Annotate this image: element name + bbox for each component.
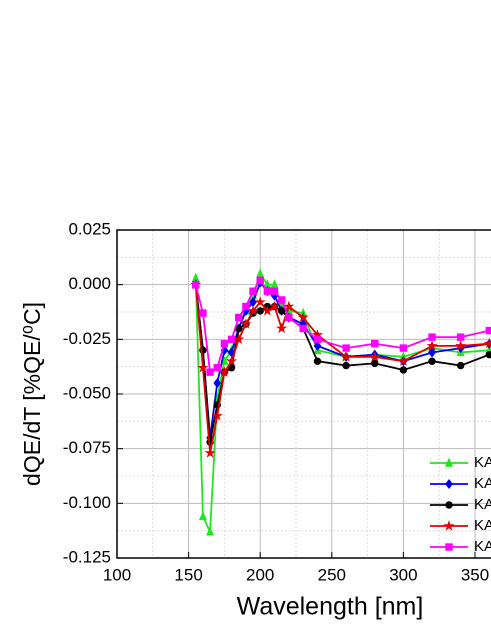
y-tick-label: 0.025 — [68, 219, 111, 238]
series-line — [194, 284, 490, 454]
data-point — [297, 311, 309, 323]
data-point — [206, 526, 215, 536]
legend-marker — [443, 520, 455, 531]
x-tick-label: 300 — [389, 565, 417, 584]
legend-marker — [445, 457, 453, 467]
data-point — [242, 302, 250, 311]
data-point — [276, 322, 288, 334]
legend-label: KA — [474, 538, 491, 555]
data-point — [277, 296, 286, 304]
legend-marker — [445, 478, 453, 490]
data-point — [283, 300, 295, 312]
data-point — [249, 287, 257, 295]
data-point — [233, 333, 245, 345]
data-point — [299, 324, 307, 333]
data-point — [455, 340, 467, 351]
data-point — [313, 340, 322, 351]
data-point — [192, 280, 200, 289]
data-point — [256, 307, 264, 315]
data-point — [270, 287, 279, 295]
legend-marker — [445, 501, 453, 509]
data-point — [263, 287, 272, 295]
legend-label: KA — [474, 496, 491, 513]
legend-label: KA — [474, 517, 491, 534]
data-point — [198, 510, 207, 521]
data-point — [313, 357, 322, 365]
y-tick-label: -0.050 — [63, 383, 111, 402]
data-point — [213, 378, 222, 389]
data-point — [485, 350, 491, 359]
data-point — [456, 333, 465, 341]
legend-label: KA — [474, 475, 491, 492]
data-point — [204, 447, 216, 458]
data-point — [428, 347, 436, 358]
series-line — [194, 271, 490, 533]
data-point — [218, 366, 230, 377]
x-tick-label: 250 — [318, 565, 346, 584]
data-point — [256, 268, 265, 278]
x-tick-label: 150 — [174, 565, 202, 584]
data-point — [206, 368, 214, 376]
x-tick-label: 100 — [103, 565, 131, 584]
data-point — [247, 305, 259, 316]
data-point — [197, 361, 209, 373]
data-point — [428, 333, 436, 341]
data-point — [235, 313, 243, 322]
data-point — [428, 357, 436, 365]
data-point — [483, 337, 491, 349]
data-point — [397, 355, 409, 366]
plot-frame — [116, 229, 491, 559]
y-axis-label: dQE/dT [%QE/⁰C] — [19, 302, 45, 486]
data-point — [240, 318, 252, 329]
y-tick-label: -0.100 — [63, 493, 111, 512]
data-point — [456, 361, 465, 370]
legend-marker — [445, 543, 453, 551]
y-tick-label: -0.075 — [63, 438, 111, 457]
data-point — [426, 340, 438, 351]
data-point — [340, 351, 352, 362]
data-point — [211, 410, 223, 421]
data-point — [213, 364, 221, 372]
y-tick-label: 0.000 — [68, 274, 111, 293]
data-point — [369, 351, 381, 362]
data-point — [256, 276, 264, 284]
data-point — [227, 364, 236, 372]
data-point — [226, 355, 238, 366]
data-point — [313, 335, 322, 344]
data-point — [285, 313, 293, 322]
data-point — [399, 366, 408, 374]
data-point — [485, 326, 491, 335]
y-tick-label: -0.025 — [63, 329, 111, 348]
x-tick-label: 200 — [246, 565, 274, 584]
data-point — [371, 359, 379, 368]
data-point — [261, 305, 273, 316]
data-point — [371, 340, 379, 348]
y-tick-label: -0.125 — [63, 547, 111, 566]
series-line — [194, 284, 490, 443]
data-point — [254, 296, 266, 307]
data-point — [277, 307, 286, 315]
data-point — [199, 309, 207, 317]
data-point — [220, 340, 229, 348]
data-point — [268, 300, 281, 312]
data-point — [342, 344, 350, 352]
data-point — [227, 335, 236, 344]
data-point — [342, 361, 350, 370]
x-tick-label: 350 — [461, 565, 489, 584]
data-point — [399, 344, 408, 352]
x-axis-label: Wavelength [nm] — [237, 593, 424, 621]
legend-label: KA — [474, 454, 491, 471]
